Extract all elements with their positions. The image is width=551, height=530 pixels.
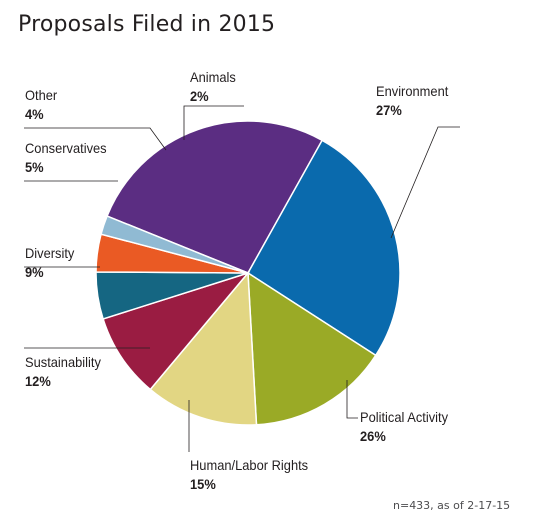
pie-slice-animals <box>100 215 249 274</box>
slice-label-political-activity: Political Activity 26% <box>360 408 448 446</box>
slice-label-percent: 26% <box>360 428 386 444</box>
slice-label-environment: Environment 27% <box>376 82 448 120</box>
slice-label-percent: 9% <box>25 264 44 280</box>
slice-label-percent: 27% <box>376 102 402 118</box>
leader-line-other <box>24 127 167 151</box>
pie-slice-human-labor-rights <box>247 271 377 426</box>
slice-label-percent: 12% <box>25 373 51 389</box>
chart-note: n=433, as of 2-17-15 <box>393 499 511 512</box>
slice-label-name: Animals <box>190 69 236 85</box>
slice-label-name: Sustainability <box>25 354 101 370</box>
slice-label-sustainability: Sustainability 12% <box>25 353 101 391</box>
slice-label-percent: 5% <box>25 159 44 175</box>
leader-line-political-activity <box>346 380 358 419</box>
slice-label-animals: Animals 2% <box>190 68 236 106</box>
slice-label-conservatives: Conservatives 5% <box>25 139 107 177</box>
slice-label-name: Human/Labor Rights <box>190 457 309 473</box>
leader-lines <box>24 105 460 452</box>
slice-label-name: Diversity <box>25 245 75 261</box>
leader-line-environment <box>390 126 460 239</box>
chart-title: Proposals Filed in 2015 <box>18 12 276 37</box>
slice-label-name: Environment <box>376 83 449 99</box>
slice-label-name: Political Activity <box>360 409 449 425</box>
pie-slices <box>95 120 401 426</box>
slice-label-percent: 15% <box>190 476 216 492</box>
slice-label-other: Other 4% <box>25 86 57 124</box>
slice-label-human-labor-rights: Human/Labor Rights 15% <box>190 456 308 494</box>
slice-label-percent: 2% <box>190 88 209 104</box>
pie-slice-political-activity <box>247 139 401 357</box>
pie-slice-diversity <box>102 271 251 391</box>
slice-label-name: Conservatives <box>25 140 107 156</box>
slice-label-diversity: Diversity 9% <box>25 244 74 282</box>
leader-line-animals <box>183 105 244 140</box>
slice-label-name: Other <box>25 87 58 103</box>
pie-slice-sustainability <box>149 271 258 426</box>
slice-label-percent: 4% <box>25 106 44 122</box>
